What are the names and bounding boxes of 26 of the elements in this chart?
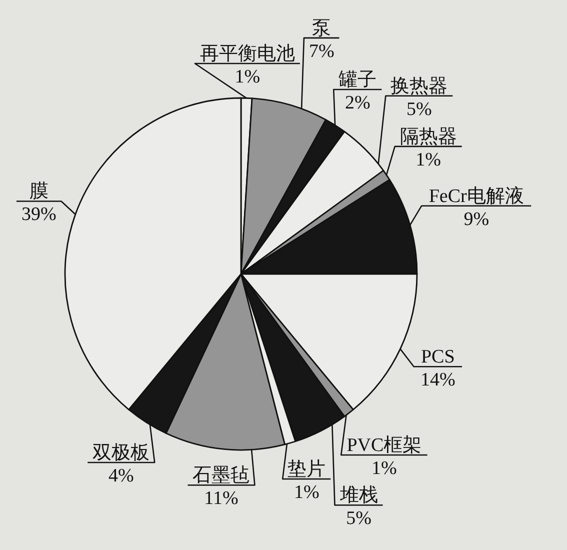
data-label: 39% bbox=[21, 204, 56, 226]
data-label: 5% bbox=[406, 98, 432, 120]
data-label: 1% bbox=[372, 458, 398, 479]
slice-label: 膜 bbox=[29, 181, 48, 202]
slice-label: 泵 bbox=[312, 18, 332, 39]
data-label: 14% bbox=[420, 370, 456, 391]
data-label: 4% bbox=[108, 466, 134, 487]
slice-label: 隔热器 bbox=[400, 126, 457, 148]
slice-label: 堆栈 bbox=[338, 485, 378, 506]
data-label: 1% bbox=[234, 66, 260, 88]
data-label: 1% bbox=[416, 149, 442, 170]
slice-label: 石墨毡 bbox=[192, 465, 250, 486]
slice-label: 双极板 bbox=[92, 442, 150, 464]
data-label: 1% bbox=[294, 482, 320, 503]
data-label: 2% bbox=[344, 92, 370, 114]
data-label: 11% bbox=[204, 488, 238, 510]
slice-label: 垫片 bbox=[288, 458, 326, 480]
data-label: 9% bbox=[464, 208, 490, 230]
slice-label: PCS bbox=[420, 346, 455, 368]
slice-label: 罐子 bbox=[338, 70, 377, 91]
data-label: 5% bbox=[346, 508, 372, 530]
slice-label: PVC框架 bbox=[346, 434, 422, 456]
slice-label: FeCr电解液 bbox=[428, 184, 524, 207]
data-label: 7% bbox=[308, 40, 334, 62]
slice-label: 换热器 bbox=[390, 76, 448, 97]
slice-label: 再平衡电池 bbox=[200, 44, 295, 65]
